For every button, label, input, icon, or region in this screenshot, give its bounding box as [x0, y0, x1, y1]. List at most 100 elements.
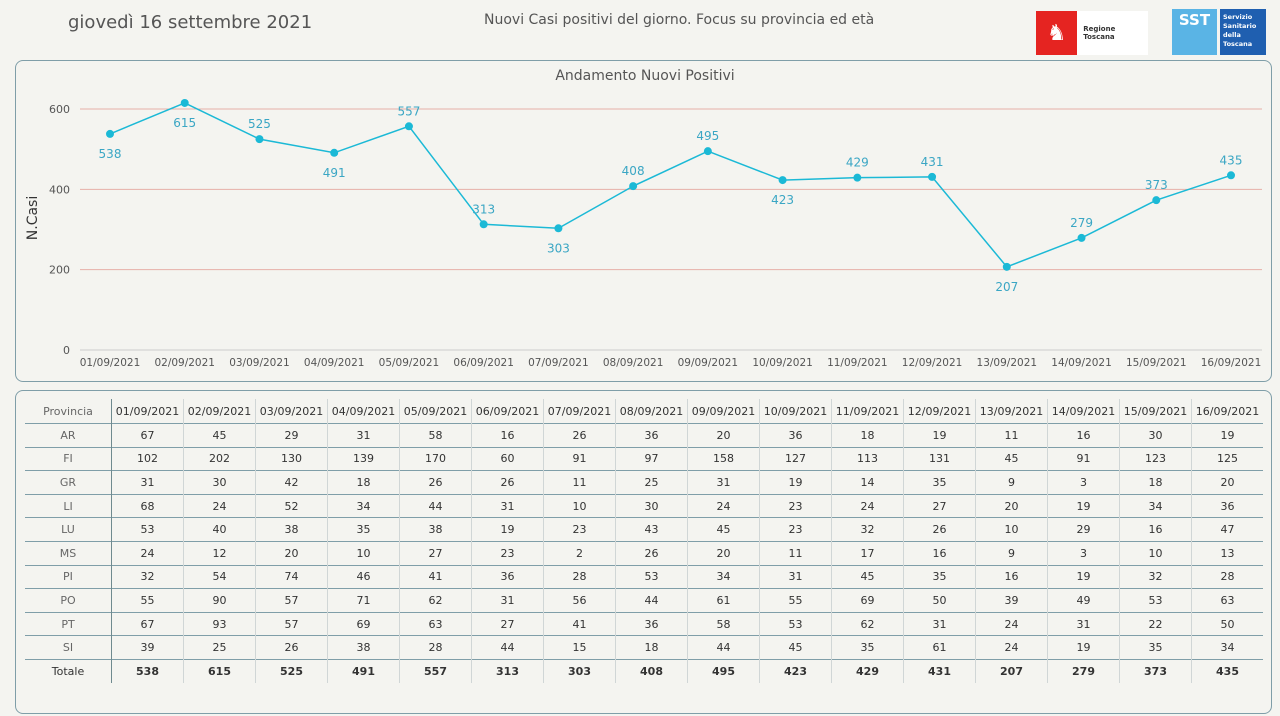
table-cell: 31 [327, 423, 400, 448]
table-cell: 31 [903, 612, 976, 636]
table-cell: 91 [543, 447, 616, 471]
table-cell: 127 [759, 447, 832, 471]
table-cell: 11 [759, 541, 832, 566]
table-cell: 18 [615, 635, 688, 660]
table-cell: 25 [615, 470, 688, 495]
table-cell: 24 [111, 541, 184, 566]
data-label: 435 [1220, 153, 1243, 167]
column-header: 04/09/2021 [327, 399, 400, 424]
table-cell: 16 [1047, 423, 1120, 448]
column-header: 14/09/2021 [1047, 399, 1120, 424]
table-cell: 31 [759, 565, 832, 589]
table-cell: 17 [831, 541, 904, 566]
total-cell: 557 [399, 659, 472, 683]
table-cell: 67 [111, 612, 184, 636]
sst-logo: SST Servizio Sanitario della Toscana [1172, 9, 1266, 55]
total-cell: 429 [831, 659, 904, 683]
table-cell: 26 [903, 517, 976, 542]
table-cell: 45 [975, 447, 1048, 471]
y-tick-label: 600 [49, 103, 70, 116]
total-cell: 431 [903, 659, 976, 683]
table-cell: 45 [759, 635, 832, 660]
table-cell: 47 [1191, 517, 1263, 542]
table-cell: 34 [1191, 635, 1263, 660]
table-cell: 68 [111, 494, 184, 518]
table-cell: 35 [831, 635, 904, 660]
table-cell: 18 [327, 470, 400, 495]
table-cell: 55 [111, 588, 184, 613]
table-cell: 58 [399, 423, 472, 448]
table-cell: 29 [1047, 517, 1120, 542]
logo-rt-text: Regione Toscana [1083, 25, 1116, 41]
report-date: giovedì 16 settembre 2021 [68, 12, 313, 33]
total-cell: 538 [111, 659, 184, 683]
data-label: 313 [472, 202, 495, 216]
data-point [554, 224, 563, 233]
table-cell: 35 [327, 517, 400, 542]
table-cell: 13 [1191, 541, 1263, 566]
table-cell: 35 [903, 470, 976, 495]
data-point [479, 220, 488, 229]
table-row: AR 67 45 29 31 58 16 26 36 20 36 18 19 11 16 30 19 [25, 423, 1263, 448]
column-header: 15/09/2021 [1119, 399, 1192, 424]
column-header: 10/09/2021 [759, 399, 832, 424]
table-cell: 34 [687, 565, 760, 589]
table-cell: 41 [399, 565, 472, 589]
table-cell: 45 [183, 423, 256, 448]
x-tick-label: 16/09/2021 [1201, 357, 1262, 369]
table-cell: 38 [327, 635, 400, 660]
data-label: 557 [397, 104, 420, 118]
table-cell: 30 [183, 470, 256, 495]
table-cell: 23 [471, 541, 544, 566]
table-cell: 113 [831, 447, 904, 471]
province-table: Provincia 01/09/2021 02/09/2021 03/09/2021 0… [25, 399, 1263, 683]
table-cell: 31 [471, 494, 544, 518]
table-cell: 11 [975, 423, 1048, 448]
table-cell: 10 [327, 541, 400, 566]
data-label: 495 [696, 129, 719, 143]
column-header: 01/09/2021 [111, 399, 184, 424]
table-cell: 11 [543, 470, 616, 495]
table-cell: 50 [903, 588, 976, 613]
column-header: 07/09/2021 [543, 399, 616, 424]
data-point [703, 147, 712, 156]
sst-logo-text: Servizio Sanitario della Toscana [1220, 9, 1266, 55]
table-cell: 10 [1119, 541, 1192, 566]
x-tick-label: 07/09/2021 [528, 357, 589, 369]
table-cell: 19 [1047, 494, 1120, 518]
table-cell: 3 [1047, 470, 1120, 495]
table-cell: 45 [831, 565, 904, 589]
data-point [330, 148, 339, 157]
table-cell: 3 [1047, 541, 1120, 566]
table-row: LU 53 40 38 35 38 19 23 43 45 23 32 26 10 29 16 47 [25, 517, 1263, 542]
province-name: AR [25, 423, 112, 448]
table-row: LI 68 24 52 34 44 31 10 30 24 23 24 27 20 19 34 36 [25, 494, 1263, 518]
total-cell: 408 [615, 659, 688, 683]
column-header: 11/09/2021 [831, 399, 904, 424]
table-cell: 2 [543, 541, 616, 566]
data-label: 615 [173, 116, 196, 130]
table-cell: 10 [543, 494, 616, 518]
series-line [109, 102, 1232, 268]
total-cell: 435 [1191, 659, 1263, 683]
table-cell: 158 [687, 447, 760, 471]
province-name: PI [25, 565, 112, 589]
table-cell: 19 [759, 470, 832, 495]
column-header: 13/09/2021 [975, 399, 1048, 424]
table-cell: 19 [1191, 423, 1263, 448]
table-cell: 170 [399, 447, 472, 471]
page-title: Nuovi Casi positivi del giorno. Focus su… [484, 12, 875, 28]
table-cell: 32 [111, 565, 184, 589]
data-point [1227, 171, 1235, 180]
province-name: PT [25, 612, 112, 636]
table-cell: 50 [1191, 612, 1263, 636]
table-cell: 71 [327, 588, 400, 613]
x-tick-label: 13/09/2021 [977, 357, 1038, 369]
table-cell: 57 [255, 588, 328, 613]
table-cell: 125 [1191, 447, 1263, 471]
table-cell: 19 [471, 517, 544, 542]
table-cell: 63 [399, 612, 472, 636]
table-cell: 30 [1119, 423, 1192, 448]
table-cell: 18 [1119, 470, 1192, 495]
data-label: 303 [547, 241, 570, 255]
